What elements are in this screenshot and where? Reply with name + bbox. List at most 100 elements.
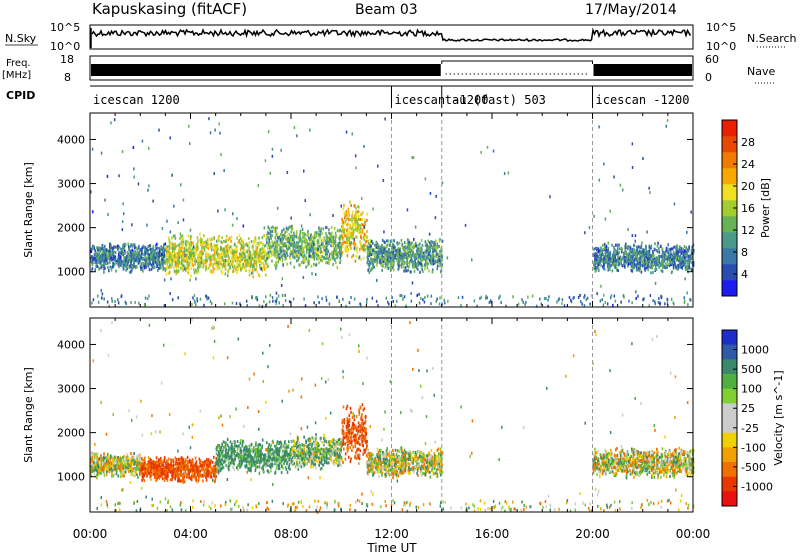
power-point xyxy=(311,235,313,239)
power-point xyxy=(613,245,615,249)
power-point xyxy=(158,257,160,261)
power-point xyxy=(611,243,613,247)
power-point xyxy=(247,248,249,252)
power-point xyxy=(104,244,106,248)
power-ground-point xyxy=(258,304,261,308)
power-point xyxy=(174,252,176,256)
power-point xyxy=(665,249,668,253)
power-point xyxy=(297,250,300,254)
power-point xyxy=(150,255,152,259)
power-point xyxy=(346,236,348,240)
power-point xyxy=(321,258,324,262)
power-point xyxy=(620,262,622,266)
velocity-point xyxy=(125,463,128,467)
power-point xyxy=(317,241,320,244)
power-point xyxy=(247,253,250,257)
power-point xyxy=(384,262,387,265)
power-sparse-point xyxy=(163,278,166,282)
power-point xyxy=(205,240,207,244)
power-point xyxy=(340,247,343,251)
power-point xyxy=(141,246,144,250)
velocity-point xyxy=(125,456,128,460)
power-point xyxy=(216,254,219,258)
power-point xyxy=(215,264,217,268)
power-point xyxy=(639,267,642,271)
power-point xyxy=(100,260,102,264)
power-point xyxy=(381,255,384,259)
power-point xyxy=(275,266,277,270)
power-ground-point xyxy=(275,302,278,306)
power-ground-point xyxy=(527,295,529,299)
power-point xyxy=(620,258,623,262)
power-point xyxy=(317,250,319,254)
power-sparse-point xyxy=(220,153,222,157)
power-point xyxy=(618,251,620,254)
power-point xyxy=(123,261,125,264)
power-point xyxy=(656,244,659,248)
power-point xyxy=(402,246,405,249)
power-point xyxy=(681,250,683,254)
power-point xyxy=(667,250,669,254)
power-point xyxy=(305,265,307,269)
power-sparse-point xyxy=(588,226,591,230)
power-point xyxy=(288,225,290,229)
power-point xyxy=(599,253,601,257)
power-point xyxy=(175,244,177,248)
power-point xyxy=(352,242,355,246)
power-point xyxy=(338,246,340,250)
power-point xyxy=(185,267,188,271)
power-ground-point xyxy=(313,301,315,305)
power-ground-point xyxy=(648,304,650,308)
power-point xyxy=(367,248,370,252)
power-point xyxy=(235,249,238,253)
power-point xyxy=(210,242,213,246)
power-point xyxy=(624,259,626,263)
power-point xyxy=(297,243,299,247)
power-point xyxy=(368,266,371,270)
power-point xyxy=(210,269,212,273)
power-sparse-point xyxy=(355,166,357,170)
power-point xyxy=(218,239,220,243)
power-point xyxy=(273,230,275,233)
velocity-point xyxy=(100,472,103,476)
power-point xyxy=(163,254,165,258)
power-point xyxy=(632,264,634,268)
power-sparse-point xyxy=(192,245,195,249)
power-point xyxy=(152,264,154,268)
power-point xyxy=(265,252,268,256)
power-sparse-point xyxy=(486,145,489,149)
power-point xyxy=(411,245,414,249)
power-point xyxy=(123,263,126,267)
power-point xyxy=(134,258,137,262)
power-sparse-point xyxy=(169,136,171,140)
power-point xyxy=(309,248,312,252)
velocity-point xyxy=(113,466,115,470)
power-point xyxy=(286,251,288,255)
power-point xyxy=(206,241,209,245)
power-point xyxy=(126,255,129,259)
power-point xyxy=(271,229,273,233)
power-point xyxy=(594,246,597,250)
power-point xyxy=(177,259,180,263)
power-point xyxy=(345,217,348,221)
power-ground-point xyxy=(193,294,196,298)
power-point xyxy=(680,258,682,262)
power-point xyxy=(295,235,298,239)
power-point xyxy=(155,247,157,251)
power-point xyxy=(379,258,381,262)
power-point xyxy=(301,250,303,254)
power-point xyxy=(105,256,107,260)
power-point xyxy=(606,257,608,261)
power-point xyxy=(430,240,433,243)
power-ground-point xyxy=(556,300,558,304)
power-point xyxy=(254,254,257,258)
power-point xyxy=(244,255,247,259)
power-scatter xyxy=(90,117,695,309)
power-point xyxy=(220,240,223,244)
power-point xyxy=(337,255,339,258)
power-point xyxy=(397,259,400,263)
power-sparse-point xyxy=(319,246,321,250)
power-point xyxy=(147,245,149,248)
power-point xyxy=(353,204,356,208)
frequency-panel-frame xyxy=(89,55,694,81)
